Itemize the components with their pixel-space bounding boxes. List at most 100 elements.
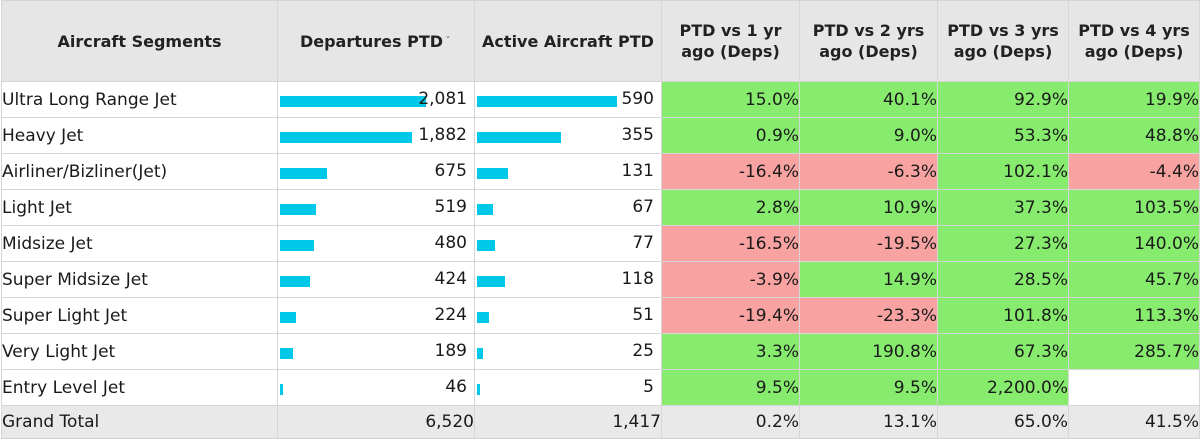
active-aircraft-cell: 77 <box>474 225 662 262</box>
departures-bar <box>280 203 316 215</box>
active-aircraft-value: 67 <box>632 197 654 217</box>
active-aircraft-cell: 590 <box>474 81 662 118</box>
ptd-vs-1-cell: -16.5% <box>661 225 800 262</box>
ptd-vs-3-cell: 37.3% <box>937 189 1069 226</box>
table-row[interactable]: Midsize Jet 480 77 -16.5% -19.5% 27.3% 140.0% <box>1 225 1200 262</box>
ptd-vs-4-cell: 48.8% <box>1068 117 1200 154</box>
col-header-active-aircraft-ptd[interactable]: Active Aircraft PTD <box>474 0 662 82</box>
total-departures: 6,520 <box>277 405 475 439</box>
active-aircraft-bar <box>477 311 489 323</box>
active-aircraft-bar <box>477 347 483 359</box>
active-aircraft-cell: 25 <box>474 333 662 370</box>
active-aircraft-bar <box>477 239 495 251</box>
ptd-vs-2-cell: 190.8% <box>799 333 938 370</box>
active-aircraft-cell: 5 <box>474 369 662 406</box>
header-row: Aircraft Segments Departures PTD ˇ Active… <box>1 0 1200 82</box>
active-aircraft-value: 5 <box>643 377 654 397</box>
segments-table: Aircraft Segments Departures PTD ˇ Active… <box>1 0 1200 439</box>
departures-bar <box>280 239 314 251</box>
departures-cell: 46 <box>277 369 475 406</box>
departures-value: 1,882 <box>418 125 467 145</box>
ptd-vs-1-cell: 15.0% <box>661 81 800 118</box>
ptd-vs-4-cell: 19.9% <box>1068 81 1200 118</box>
active-aircraft-bar <box>477 95 617 107</box>
total-vs-2yrs: 13.1% <box>799 405 938 439</box>
segment-name: Ultra Long Range Jet <box>1 81 278 118</box>
total-active-aircraft: 1,417 <box>474 405 662 439</box>
departures-bar <box>280 131 412 143</box>
ptd-vs-1-cell: 9.5% <box>661 369 800 406</box>
segment-name: Light Jet <box>1 189 278 226</box>
col-header-ptd-vs-1yr[interactable]: PTD vs 1 yr ago (Deps) <box>661 0 800 82</box>
active-aircraft-bar <box>477 203 493 215</box>
ptd-vs-4-cell: 103.5% <box>1068 189 1200 226</box>
ptd-vs-2-cell: 10.9% <box>799 189 938 226</box>
departures-cell: 480 <box>277 225 475 262</box>
ptd-vs-4-cell: 45.7% <box>1068 261 1200 298</box>
active-aircraft-cell: 67 <box>474 189 662 226</box>
active-aircraft-cell: 355 <box>474 117 662 154</box>
ptd-vs-4-cell: 113.3% <box>1068 297 1200 334</box>
active-aircraft-value: 590 <box>621 89 654 109</box>
table-row[interactable]: Entry Level Jet 46 5 9.5% 9.5% 2,200.0% <box>1 369 1200 406</box>
active-aircraft-bar <box>477 275 505 287</box>
sort-descending-icon[interactable]: ˇ <box>445 35 451 47</box>
departures-cell: 189 <box>277 333 475 370</box>
departures-bar <box>280 311 296 323</box>
table-row[interactable]: Super Light Jet 224 51 -19.4% -23.3% 101.8% 11… <box>1 297 1200 334</box>
table-row[interactable]: Airliner/Bizliner(Jet) 675 131 -16.4% -6.3% 1… <box>1 153 1200 190</box>
active-aircraft-value: 355 <box>621 125 654 145</box>
ptd-vs-3-cell: 27.3% <box>937 225 1069 262</box>
active-aircraft-value: 118 <box>621 269 654 289</box>
total-label: Grand Total <box>1 405 278 439</box>
active-aircraft-value: 131 <box>621 161 654 181</box>
ptd-vs-4-cell: 285.7% <box>1068 333 1200 370</box>
total-vs-4yrs: 41.5% <box>1068 405 1200 439</box>
segment-name: Entry Level Jet <box>1 369 278 406</box>
ptd-vs-2-cell: -23.3% <box>799 297 938 334</box>
ptd-vs-1-cell: 3.3% <box>661 333 800 370</box>
col-header-ptd-vs-2yrs[interactable]: PTD vs 2 yrs ago (Deps) <box>799 0 938 82</box>
col-header-ptd-vs-3yrs[interactable]: PTD vs 3 yrs ago (Deps) <box>937 0 1069 82</box>
ptd-vs-1-cell: 0.9% <box>661 117 800 154</box>
departures-bar <box>280 347 293 359</box>
table-row[interactable]: Heavy Jet 1,882 355 0.9% 9.0% 53.3% 48.8% <box>1 117 1200 154</box>
departures-value: 519 <box>434 197 467 217</box>
active-aircraft-value: 25 <box>632 341 654 361</box>
active-aircraft-bar <box>477 383 480 395</box>
table-row[interactable]: Ultra Long Range Jet 2,081 590 15.0% 40.1% 92… <box>1 81 1200 118</box>
segment-name: Very Light Jet <box>1 333 278 370</box>
ptd-vs-3-cell: 67.3% <box>937 333 1069 370</box>
col-header-aircraft-segments[interactable]: Aircraft Segments <box>1 0 278 82</box>
active-aircraft-value: 51 <box>632 305 654 325</box>
departures-value: 424 <box>434 269 467 289</box>
col-header-ptd-vs-4yrs[interactable]: PTD vs 4 yrs ago (Deps) <box>1068 0 1200 82</box>
col-header-departures-ptd[interactable]: Departures PTD ˇ <box>277 0 475 82</box>
departures-value: 2,081 <box>418 89 467 109</box>
departures-value: 675 <box>434 161 467 181</box>
ptd-vs-4-cell: 140.0% <box>1068 225 1200 262</box>
ptd-vs-4-cell: -4.4% <box>1068 153 1200 190</box>
segment-name: Midsize Jet <box>1 225 278 262</box>
ptd-vs-3-cell: 2,200.0% <box>937 369 1069 406</box>
table-row[interactable]: Super Midsize Jet 424 118 -3.9% 14.9% 28.5% 45… <box>1 261 1200 298</box>
active-aircraft-cell: 131 <box>474 153 662 190</box>
departures-value: 46 <box>445 377 467 397</box>
segment-name: Super Light Jet <box>1 297 278 334</box>
departures-value: 480 <box>434 233 467 253</box>
table-row[interactable]: Light Jet 519 67 2.8% 10.9% 37.3% 103.5% <box>1 189 1200 226</box>
grand-total-row[interactable]: Grand Total 6,520 1,417 0.2% 13.1% 65.0%… <box>1 405 1200 439</box>
ptd-vs-4-cell <box>1068 369 1200 406</box>
ptd-vs-3-cell: 102.1% <box>937 153 1069 190</box>
ptd-vs-2-cell: 9.5% <box>799 369 938 406</box>
active-aircraft-bar <box>477 167 508 179</box>
ptd-vs-1-cell: -19.4% <box>661 297 800 334</box>
active-aircraft-value: 77 <box>632 233 654 253</box>
ptd-vs-3-cell: 53.3% <box>937 117 1069 154</box>
departures-cell: 224 <box>277 297 475 334</box>
active-aircraft-cell: 51 <box>474 297 662 334</box>
departures-cell: 424 <box>277 261 475 298</box>
ptd-vs-3-cell: 101.8% <box>937 297 1069 334</box>
table-row[interactable]: Very Light Jet 189 25 3.3% 190.8% 67.3% 285.7% <box>1 333 1200 370</box>
ptd-vs-1-cell: -3.9% <box>661 261 800 298</box>
